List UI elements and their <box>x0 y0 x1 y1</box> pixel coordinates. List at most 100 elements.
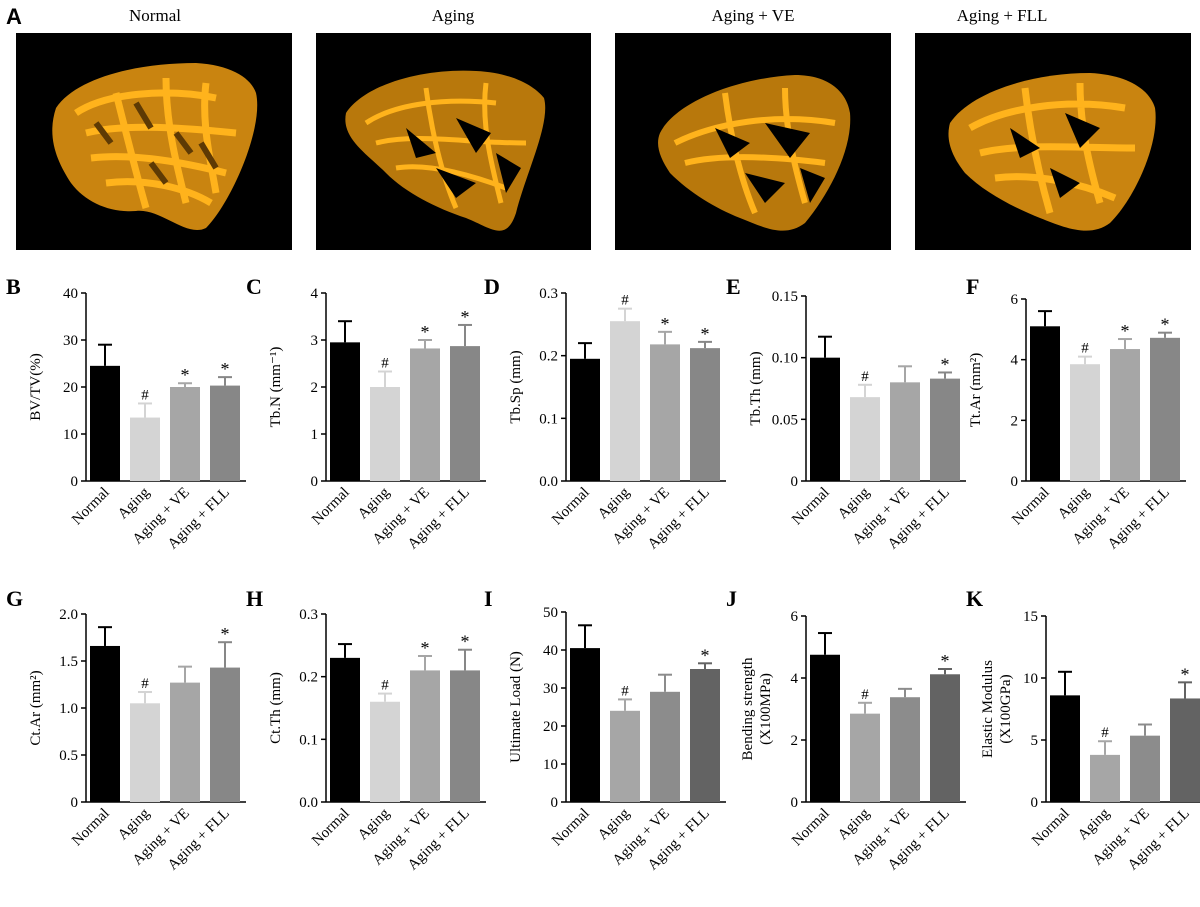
panel-f-category-label: Normal <box>1009 485 1053 529</box>
panel-b-significance-mark: * <box>221 359 230 379</box>
panel-e-significance-mark: # <box>861 369 869 385</box>
panel-e-ytick-label: 0 <box>791 474 799 490</box>
panel-i-ytick-label: 20 <box>543 719 558 735</box>
panel-j-ytick-label: 6 <box>791 609 799 625</box>
panel-f-ytick-label: 4 <box>1011 353 1019 369</box>
panel-i-category-label: Aging <box>595 805 633 843</box>
panel-i-ytick-label: 30 <box>543 681 558 697</box>
panel-i-significance-mark: # <box>621 683 629 699</box>
panel-k-letter: K <box>966 586 983 611</box>
panel-h-bar <box>330 657 360 802</box>
panel-d-ytick-label: 0.3 <box>539 286 558 302</box>
panel-h-category-label: Normal <box>309 806 353 850</box>
panel-h-significance-mark: # <box>381 678 389 694</box>
panel-d-ytick-label: 0.0 <box>539 474 558 490</box>
panel-c-ytick-label: 1 <box>311 427 319 443</box>
panel-f-significance-mark: * <box>1161 315 1170 335</box>
panel-k-ytick-label: 10 <box>1023 671 1038 687</box>
panel-d-category-label: Normal <box>549 485 593 529</box>
panel-g-significance-mark: * <box>221 624 230 644</box>
panel-g-ytick-label: 0 <box>71 795 79 811</box>
panel-c-ytick-label: 0 <box>311 474 319 490</box>
panel-b-ytick-label: 10 <box>63 427 78 443</box>
panel-g-category-label: Normal <box>69 806 113 850</box>
panel-j-ytick-label: 0 <box>791 795 799 811</box>
image-label-normal: Normal <box>129 6 181 25</box>
panel-i-ytick-label: 40 <box>543 643 558 659</box>
panel-k-bar <box>1090 754 1120 802</box>
panel-h-ytick-label: 0.1 <box>299 732 318 748</box>
panel-g-bar <box>130 703 160 802</box>
panel-i-bar <box>690 669 720 802</box>
panel-j-bar <box>890 697 920 802</box>
panel-h-bar <box>410 670 440 802</box>
panel-g-ytick-label: 0.5 <box>59 748 78 764</box>
image-label-aging-ve: Aging + VE <box>711 6 795 25</box>
panel-k-ytick-label: 15 <box>1023 609 1038 625</box>
panel-h-bar <box>450 670 480 802</box>
panel-c-bar <box>330 342 360 481</box>
panel-b-letter: B <box>6 274 21 299</box>
panel-j-category-label: Aging <box>835 805 873 843</box>
panel-d-bar <box>690 348 720 481</box>
panel-b-bar <box>90 365 120 481</box>
panel-g-ylabel: Ct.Ar (mm²) <box>28 670 44 745</box>
panel-g-bar <box>170 682 200 802</box>
panel-b-ytick-label: 20 <box>63 380 78 396</box>
panel-f-category-label: Aging <box>1055 484 1093 522</box>
panel-d-bar <box>650 344 680 481</box>
panel-e-ylabel: Tb.Th (mm) <box>748 351 764 425</box>
panel-e-bar <box>810 357 840 481</box>
panel-b-ylabel: BV/TV(%) <box>28 353 44 421</box>
panel-h-bar <box>370 701 400 802</box>
panel-f-ylabel: Tt.Ar (mm²) <box>968 353 984 427</box>
panel-k-category-label: Normal <box>1029 806 1073 850</box>
panel-b-category-label: Normal <box>69 485 113 529</box>
panel-h-ytick-label: 0.0 <box>299 795 318 811</box>
panel-g-letter: G <box>6 586 23 611</box>
panel-f-bar <box>1110 349 1140 481</box>
panel-b-bar <box>130 417 160 481</box>
panel-a-letter: A <box>6 4 22 29</box>
panel-j-significance-mark: * <box>941 651 950 671</box>
panel-f-ytick-label: 0 <box>1011 474 1019 490</box>
panel-d-letter: D <box>484 274 500 299</box>
microct-image-aging <box>316 33 591 250</box>
panel-h-category-label: Aging <box>355 805 393 843</box>
panel-e-bar <box>930 378 960 481</box>
panel-c-bar <box>370 387 400 481</box>
panel-b-ytick-label: 40 <box>63 286 78 302</box>
panel-d-ylabel: Tb.Sp (mm) <box>508 350 524 423</box>
panel-i-ytick-label: 50 <box>543 605 558 621</box>
panel-i-ytick-label: 10 <box>543 757 558 773</box>
panel-d-bar <box>610 321 640 481</box>
panel-g-ytick-label: 1.5 <box>59 654 78 670</box>
panel-d-bar <box>570 358 600 481</box>
panel-f-significance-mark: * <box>1121 321 1130 341</box>
panel-k-bar <box>1170 698 1200 802</box>
panel-k-bar <box>1130 735 1160 802</box>
panel-g-significance-mark: # <box>141 676 149 692</box>
panel-f-bar <box>1070 364 1100 481</box>
panel-f-ytick-label: 2 <box>1011 413 1019 429</box>
panel-f-ytick-label: 6 <box>1011 292 1019 308</box>
panel-b-ytick-label: 0 <box>71 474 79 490</box>
panel-d-significance-mark: # <box>621 293 629 309</box>
panel-g-ytick-label: 2.0 <box>59 607 78 623</box>
panel-k-significance-mark: * <box>1181 664 1190 684</box>
panel-j-ylabel: Bending strength <box>740 657 756 760</box>
panel-c-bar <box>450 346 480 481</box>
panel-c-ytick-label: 3 <box>311 333 319 349</box>
panel-j-bar <box>930 674 960 802</box>
panel-e-category-label: Normal <box>789 485 833 529</box>
panel-h-ylabel: Ct.Th (mm) <box>268 672 284 744</box>
panel-e-significance-mark: * <box>941 354 950 374</box>
panel-i-bar <box>610 710 640 802</box>
panel-b-category-label: Aging <box>115 484 153 522</box>
microct-image-aging-ve <box>615 33 891 250</box>
panel-i-letter: I <box>484 586 493 611</box>
panel-c-significance-mark: # <box>381 355 389 371</box>
panel-k-ylabel: Elastic Modulus <box>980 660 996 758</box>
panel-j-ylabel-unit: (X100MPa) <box>758 673 774 745</box>
